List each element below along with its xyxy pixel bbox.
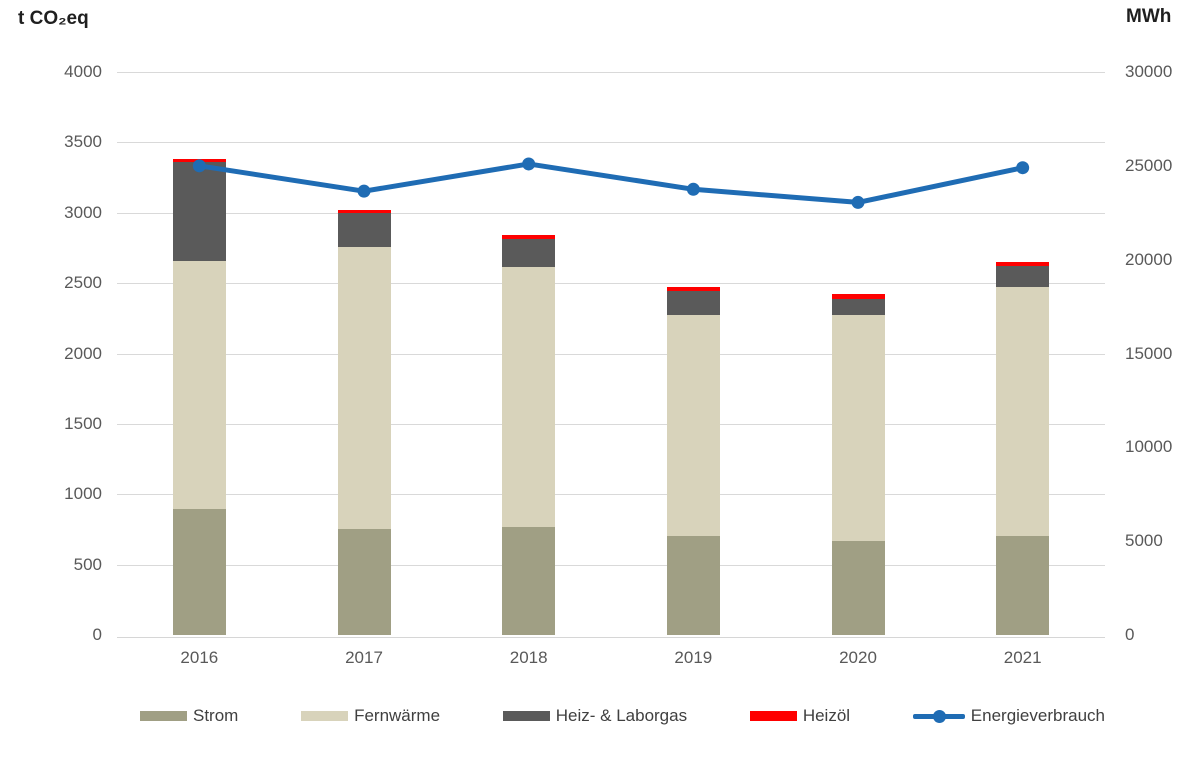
bar-segment-strom-2016 (172, 509, 226, 635)
legend-item-energieverbrauch: Energieverbrauch (912, 706, 1105, 726)
line-marker (1016, 161, 1030, 175)
bar-segment-heiz-laborgas-2018 (502, 238, 556, 267)
left-axis-title: t CO₂eq (18, 8, 89, 29)
x-axis-line (117, 637, 1105, 638)
gridline (117, 494, 1105, 496)
right-axis-tick-label: 25000 (1125, 155, 1173, 175)
left-axis-tick-label: 0 (92, 625, 102, 644)
gridline (117, 142, 1105, 144)
left-axis-tick-label: 3500 (64, 132, 102, 152)
bar-segment-fernw-rme-2021 (996, 286, 1050, 537)
bar-segment-heiz-laborgas-2021 (996, 265, 1050, 287)
left-axis-tick-label: 2500 (64, 273, 102, 293)
gridline (117, 564, 1105, 566)
bar-segment-strom-2019 (666, 536, 720, 635)
legend-label: Heizöl (802, 706, 851, 725)
gridline (117, 423, 1105, 425)
line-marker (851, 195, 865, 209)
left-axis-tick-label: 2000 (64, 343, 102, 363)
x-axis-label: 2019 (674, 648, 713, 667)
line-marker (357, 184, 371, 198)
bar-segment-strom-2017 (337, 528, 391, 635)
gridline (117, 212, 1105, 214)
legend-swatch (749, 711, 797, 721)
bar-segment-strom-2020 (831, 540, 885, 635)
right-axis-tick-label: 0 (1125, 625, 1135, 644)
right-axis-tick-label: 10000 (1125, 437, 1173, 457)
legend-label: Fernwärme (354, 706, 441, 725)
bar-segment-heiz-laborgas-2017 (337, 212, 391, 248)
legend-label: Heiz- & Laborgas (555, 706, 688, 725)
bar-segment-fernw-rme-2016 (172, 260, 226, 510)
x-axis-label: 2021 (1003, 648, 1042, 667)
legend-item-heiz-l: Heizöl (749, 706, 851, 726)
line-marker (686, 182, 700, 196)
legend-line-marker (932, 710, 946, 723)
bar-segment-strom-2018 (502, 527, 556, 635)
legend-item-strom: Strom (140, 706, 238, 726)
right-axis-title: MWh (1126, 6, 1172, 27)
left-axis-tick-label: 500 (73, 554, 102, 574)
bar-segment-heiz-l-2016 (172, 158, 226, 163)
left-axis-tick-label: 1500 (64, 413, 102, 433)
legend: Strom Fernwärme Heiz- & Laborgas Heizöl Ener… (140, 702, 1105, 730)
bar-segment-heiz-l-2017 (337, 209, 391, 213)
legend-swatch (301, 711, 349, 721)
bar-segment-heiz-laborgas-2016 (172, 162, 226, 261)
right-axis-tick-label: 5000 (1125, 531, 1163, 551)
legend-swatch (140, 711, 187, 721)
legend-swatch (502, 711, 550, 721)
bar-segment-fernw-rme-2020 (831, 315, 885, 541)
bar-segment-heiz-l-2021 (996, 262, 1050, 266)
x-axis-label: 2017 (345, 648, 383, 667)
legend-line-swatch (912, 709, 965, 723)
gridline (117, 353, 1105, 355)
right-axis-tick-label: 15000 (1125, 343, 1173, 363)
gridline (117, 283, 1105, 285)
left-axis-tick-label: 1000 (64, 484, 102, 504)
bar-segment-strom-2021 (996, 536, 1050, 635)
bar-segment-heiz-l-2018 (502, 235, 556, 239)
bar-segment-heiz-l-2019 (666, 287, 720, 291)
line-marker (522, 157, 536, 171)
left-axis-tick-label: 4000 (64, 62, 102, 81)
bar-segment-heiz-laborgas-2019 (666, 290, 720, 315)
bar-segment-heiz-l-2020 (831, 294, 885, 299)
x-axis-label: 2016 (180, 648, 219, 667)
bar-segment-heiz-laborgas-2020 (831, 298, 885, 316)
bar-segment-fernw-rme-2018 (502, 266, 556, 528)
right-axis-tick-label: 20000 (1125, 249, 1173, 269)
left-axis-tick-label: 3000 (64, 202, 102, 222)
right-axis-tick-label: 30000 (1125, 62, 1173, 81)
x-axis-label: 2020 (839, 648, 877, 667)
bar-segment-fernw-rme-2019 (666, 314, 720, 537)
legend-label: Strom (193, 706, 239, 725)
legend-item-heiz-laborgas: Heiz- & Laborgas (502, 706, 688, 726)
energy-line (196, 161, 1026, 205)
gridline (117, 72, 1105, 73)
bar-segment-fernw-rme-2017 (337, 247, 391, 529)
legend-label: Energieverbrauch (970, 706, 1105, 725)
legend-item-fernw-rme: Fernwärme (301, 706, 440, 726)
x-axis-label: 2018 (509, 648, 548, 667)
